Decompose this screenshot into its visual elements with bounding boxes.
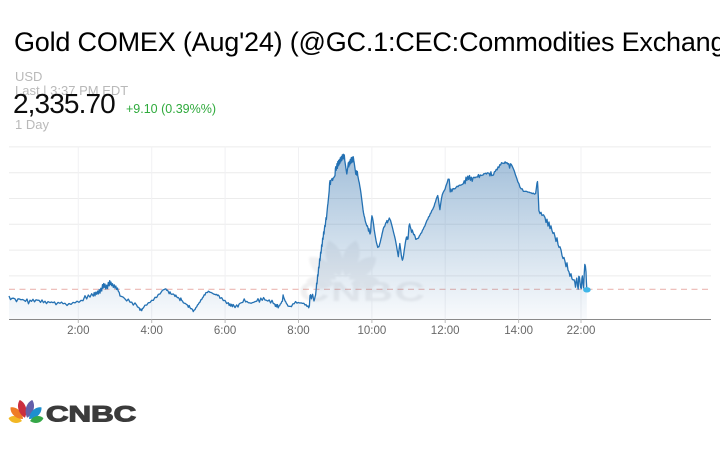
svg-text:10:00: 10:00	[358, 325, 387, 337]
svg-text:14:00: 14:00	[504, 325, 533, 337]
svg-text:12:00: 12:00	[431, 325, 460, 337]
svg-text:2:00: 2:00	[67, 325, 89, 337]
svg-text:4:00: 4:00	[141, 325, 163, 337]
svg-text:22:00: 22:00	[567, 325, 596, 337]
svg-text:8:00: 8:00	[287, 325, 309, 337]
svg-text:6:00: 6:00	[214, 325, 236, 337]
svg-text:CNBC: CNBC	[46, 402, 136, 426]
